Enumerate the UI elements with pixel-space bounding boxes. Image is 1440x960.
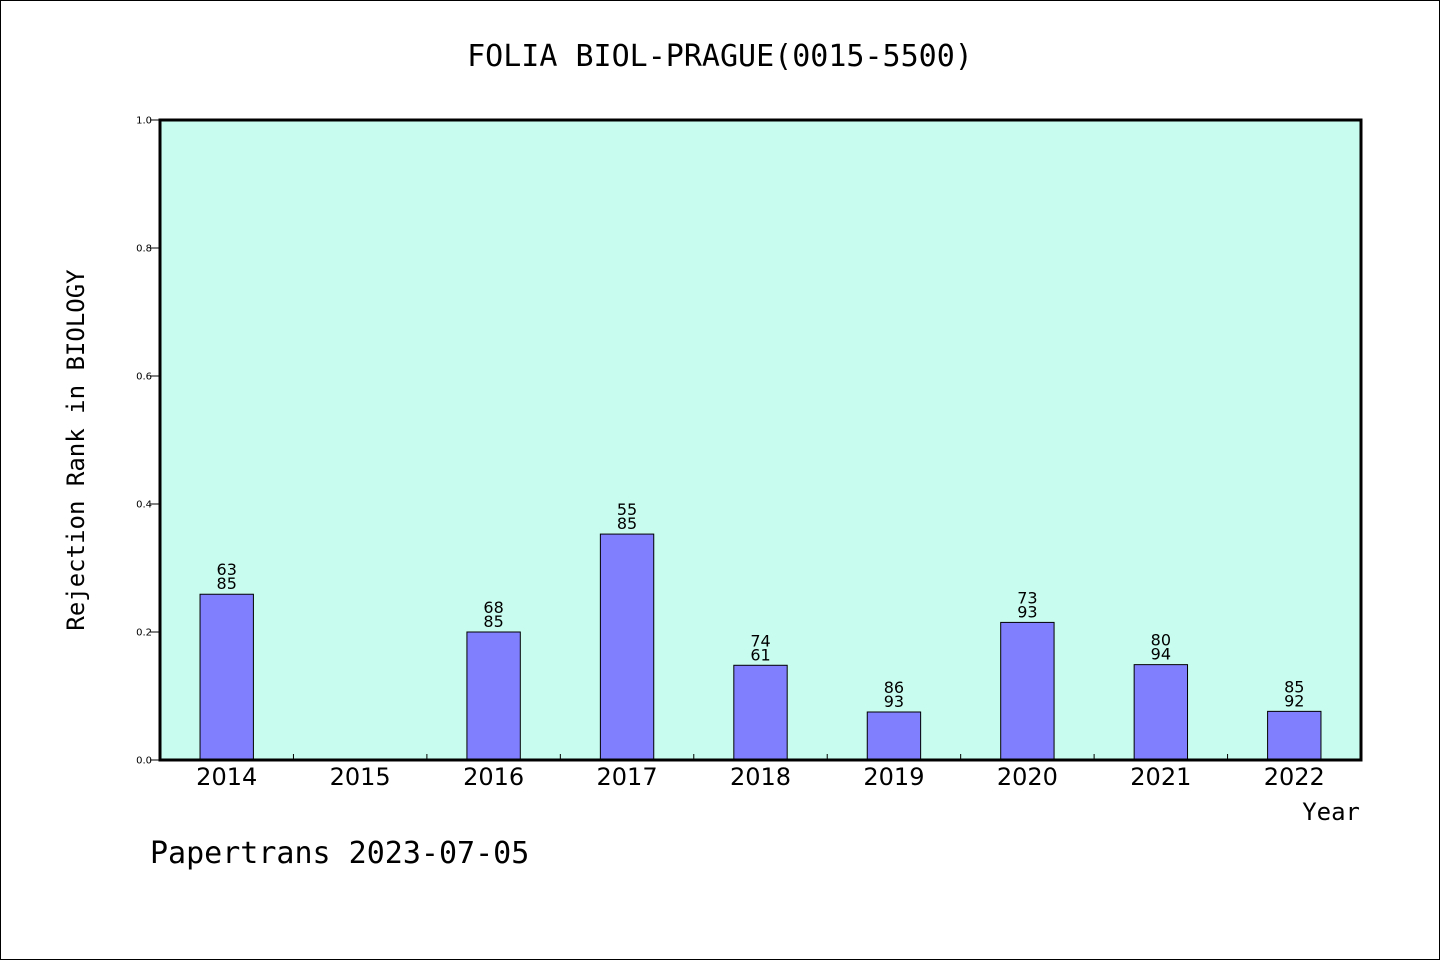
y-tick-label: 0.8 — [136, 244, 152, 255]
bar[interactable] — [1133, 664, 1189, 761]
bar-label-bottom: 61 — [750, 645, 770, 664]
bar[interactable] — [866, 711, 922, 761]
bar-label-top: 74 — [750, 631, 770, 650]
x-axis-label: Year — [1302, 798, 1360, 826]
x-tick-label: 2017 — [597, 763, 658, 791]
y-tick-label: 0.4 — [136, 500, 152, 511]
bar-label-top: 73 — [1017, 588, 1037, 607]
chart-title: FOLIA BIOL-PRAGUE(0015-5500) — [467, 39, 973, 74]
bar-label-top: 86 — [884, 678, 904, 697]
x-tick-label: 2022 — [1264, 763, 1325, 791]
bar[interactable] — [199, 593, 254, 761]
bar-label-bottom: 85 — [483, 612, 503, 631]
bar[interactable] — [1267, 710, 1322, 761]
bar-label-top: 63 — [217, 560, 237, 579]
credit-text: Papertrans 2023-07-05 — [150, 836, 529, 871]
bar-label-bottom: 94 — [1151, 645, 1171, 664]
bar-label-bottom: 85 — [217, 574, 237, 593]
bar-label-bottom: 85 — [617, 514, 637, 533]
x-tick-label: 2020 — [997, 763, 1058, 791]
y-tick-label: 1.0 — [136, 116, 152, 127]
x-tick-label: 2014 — [196, 763, 257, 791]
bar[interactable] — [733, 664, 788, 761]
x-tick-label: 2016 — [463, 763, 524, 791]
plot-background — [160, 120, 1361, 760]
x-tick-label: 2015 — [330, 763, 391, 791]
bar[interactable] — [466, 631, 521, 761]
bar-label-top: 85 — [1284, 677, 1304, 696]
bar[interactable] — [1000, 621, 1055, 761]
y-axis-label: Rejection Rank in BIOLOGY — [62, 269, 90, 631]
bar-label-top: 55 — [617, 500, 637, 519]
plot-border — [158, 118, 1363, 762]
bar-label-bottom: 92 — [1284, 691, 1304, 710]
x-tick-label: 2019 — [863, 763, 924, 791]
bar-label-bottom: 93 — [884, 692, 904, 711]
x-tick-label: 2021 — [1130, 763, 1191, 791]
y-tick-label: 0.0 — [136, 756, 152, 767]
bar-label-top: 80 — [1151, 631, 1171, 650]
bar[interactable] — [599, 533, 655, 761]
y-tick-label: 0.6 — [136, 372, 152, 383]
bar-label-bottom: 93 — [1017, 602, 1037, 621]
x-tick-label: 2018 — [730, 763, 791, 791]
y-tick-label: 0.2 — [136, 628, 152, 639]
bar-label-top: 68 — [483, 598, 503, 617]
